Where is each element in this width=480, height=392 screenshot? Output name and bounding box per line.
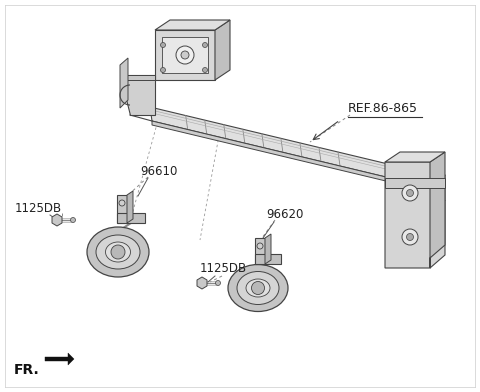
Polygon shape [120,75,155,115]
Circle shape [216,281,220,285]
Circle shape [176,46,194,64]
Circle shape [252,281,264,294]
Polygon shape [127,191,133,223]
Polygon shape [385,178,445,188]
Polygon shape [45,353,74,365]
Polygon shape [385,152,445,162]
Text: REF.86-865: REF.86-865 [348,102,418,115]
Ellipse shape [237,272,279,305]
Polygon shape [430,152,445,268]
Polygon shape [150,107,390,178]
Polygon shape [120,75,155,80]
Circle shape [402,185,418,201]
Circle shape [160,67,166,73]
Ellipse shape [246,279,270,297]
Polygon shape [255,254,281,264]
Text: FR.: FR. [14,363,40,377]
Text: 1125DB: 1125DB [15,202,62,215]
Circle shape [119,200,125,206]
Circle shape [203,67,207,73]
Polygon shape [120,58,128,108]
Circle shape [71,218,75,223]
Polygon shape [197,277,207,289]
Ellipse shape [87,227,149,277]
Polygon shape [215,20,230,80]
Polygon shape [385,162,445,268]
Polygon shape [52,214,62,226]
Circle shape [160,42,166,47]
Ellipse shape [96,235,140,269]
Polygon shape [117,213,145,223]
Circle shape [203,42,207,47]
Polygon shape [155,20,230,30]
Text: 1125DB: 1125DB [200,262,247,275]
Bar [162,37,208,73]
Circle shape [407,234,413,241]
Circle shape [402,229,418,245]
Circle shape [407,189,413,196]
Polygon shape [155,30,215,80]
Circle shape [181,51,189,59]
Text: 96620: 96620 [266,208,303,221]
Polygon shape [265,234,271,264]
Polygon shape [117,195,127,223]
Ellipse shape [228,265,288,312]
Circle shape [257,243,263,249]
Ellipse shape [106,242,131,262]
Text: 96610: 96610 [140,165,178,178]
Circle shape [111,245,125,259]
Polygon shape [255,238,265,264]
Polygon shape [152,121,390,182]
